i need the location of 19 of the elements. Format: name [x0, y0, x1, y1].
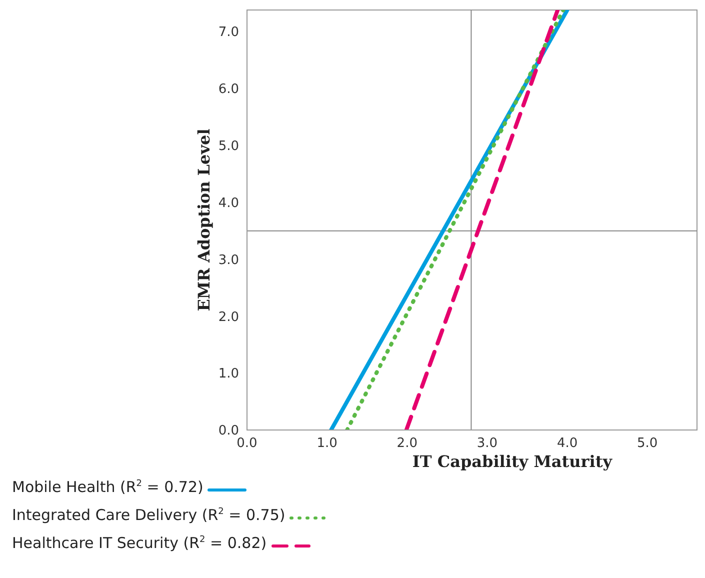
legend-label: Integrated Care Delivery (R$^{2}$ = 0.75) — [12, 506, 286, 524]
legend-label: Healthcare IT Security (R$^{2}$ = 0.82) — [12, 534, 267, 552]
y-tick-label: 0.0 — [218, 424, 239, 439]
y-tick-label: 1.0 — [218, 366, 239, 382]
y-tick-label: 6.0 — [218, 82, 239, 98]
x-tick-label: 4.0 — [556, 436, 578, 452]
y-tick-label: 3.0 — [218, 252, 239, 268]
x-tick-label: 0.0 — [236, 436, 258, 452]
y-axis-title: EMR Adoption Level — [194, 128, 214, 312]
y-tick-label: 4.0 — [218, 196, 239, 211]
y-tick-label: 5.0 — [218, 139, 239, 154]
y-tick-label: 7.0 — [218, 25, 239, 40]
y-tick-label: 2.0 — [218, 310, 239, 325]
x-tick-label: 1.0 — [316, 436, 338, 452]
x-tick-label: 2.0 — [396, 436, 418, 452]
x-tick-label: 3.0 — [476, 436, 498, 452]
x-axis-title: IT Capability Maturity — [412, 452, 613, 471]
x-tick-label: 5.0 — [637, 436, 658, 452]
legend-label: Mobile Health (R$^{2}$ = 0.72) — [12, 478, 204, 496]
